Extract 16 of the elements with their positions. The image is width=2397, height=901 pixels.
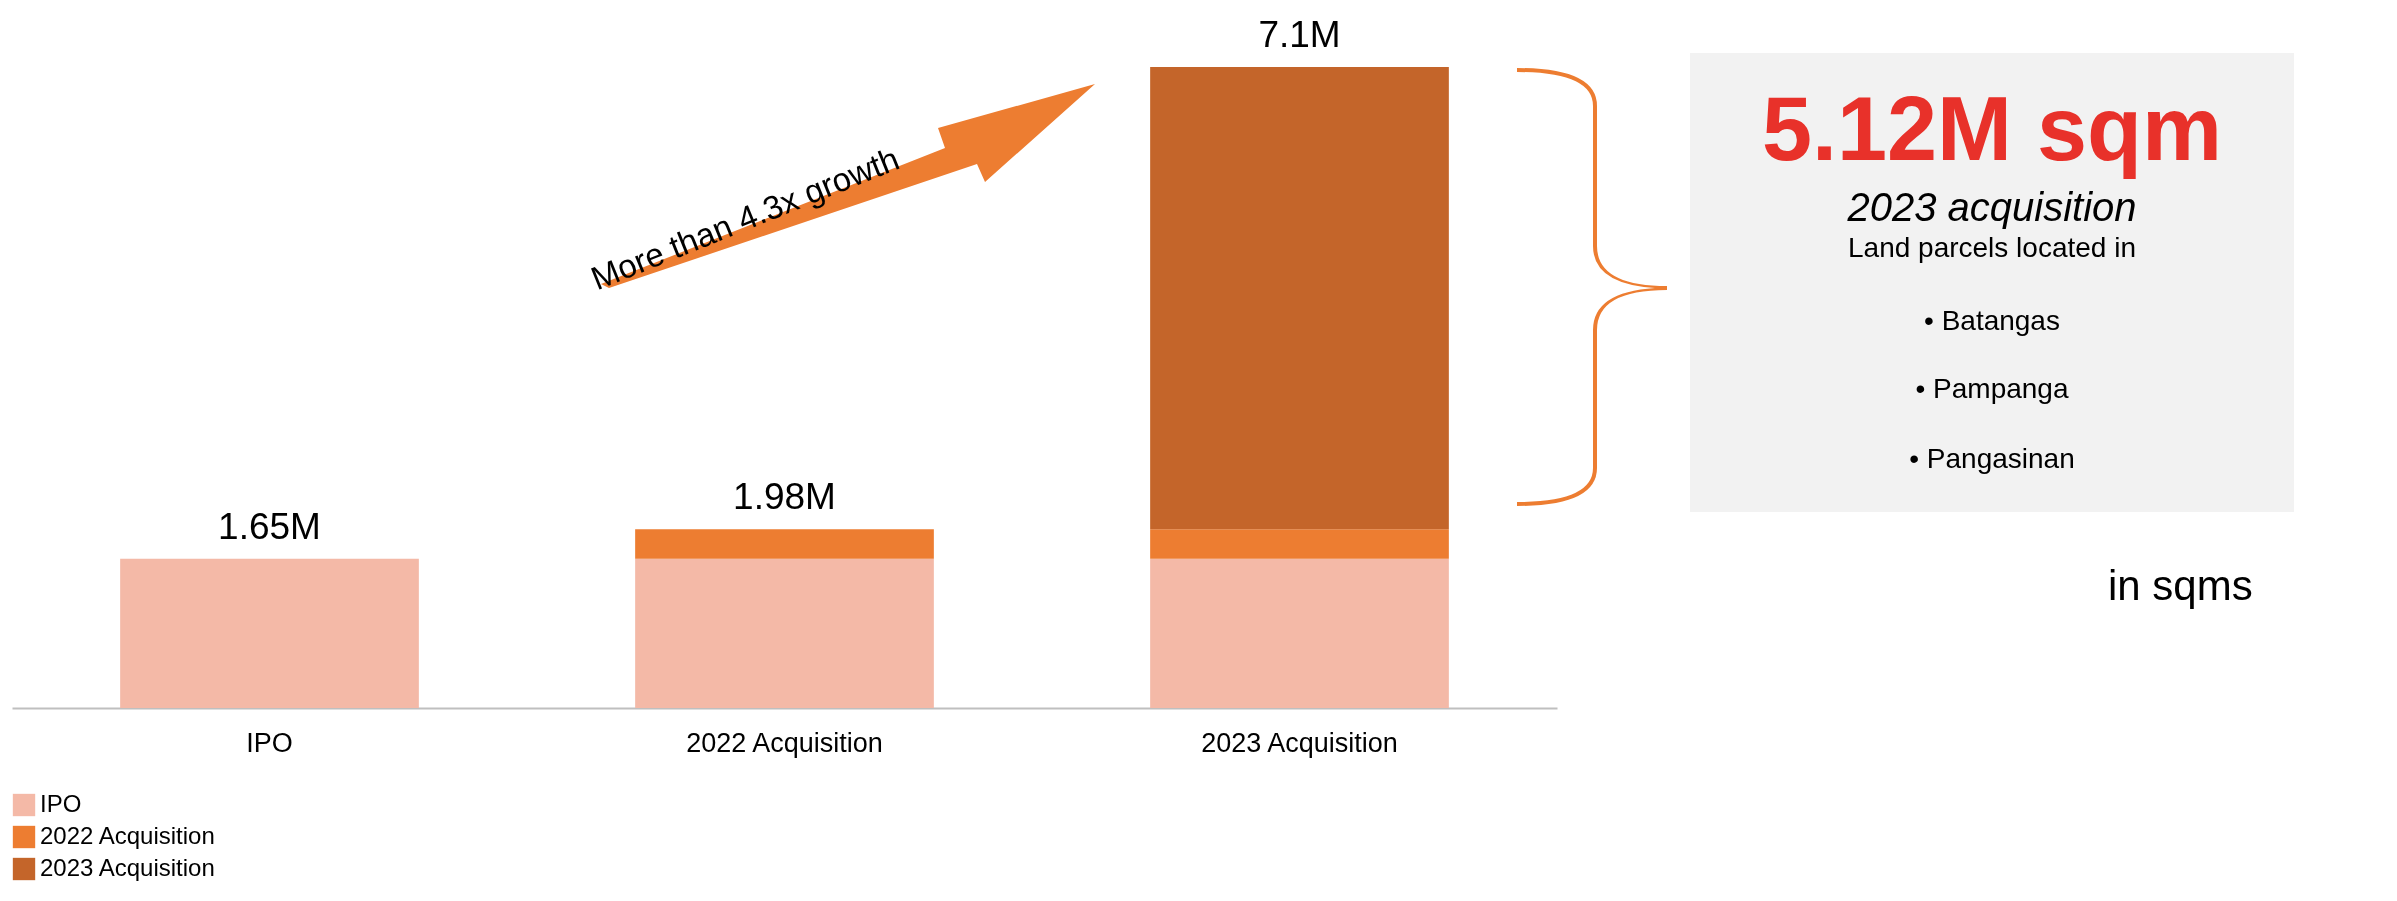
x-tick-label: 2023 Acquisition (1201, 727, 1398, 758)
text: • Batangas (1924, 305, 2060, 337)
legend-label: 2022 Acquisition (40, 822, 215, 849)
x-tick-label: IPO (246, 727, 293, 758)
text: Land parcels located in (1848, 232, 2136, 264)
legend-label: 2023 Acquisition (40, 854, 215, 881)
text: in sqms (2108, 562, 2253, 610)
legend-label: IPO (40, 790, 82, 817)
text: 7.1M (1258, 14, 1341, 55)
text: • Pangasinan (1909, 443, 2075, 475)
text: 2023 acquisition (1847, 185, 2137, 230)
x-tick-label: 2022 Acquisition (686, 727, 883, 758)
text: 5.12M sqm (1761, 78, 2223, 181)
text: • Pampanga (1915, 373, 2069, 405)
annotation: 1.65M (218, 505, 321, 547)
annotation: 1.98M (733, 476, 836, 518)
